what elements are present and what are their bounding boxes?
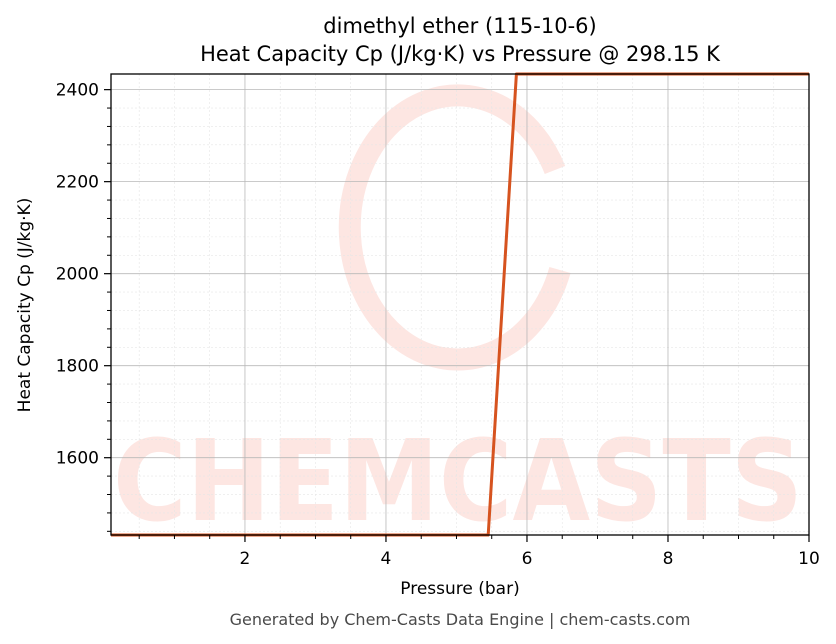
plot-frame bbox=[110, 73, 810, 536]
chart-title-line-2: Heat Capacity Cp (J/kg·K) vs Pressure @ … bbox=[200, 42, 721, 66]
y-tick-label: 2200 bbox=[56, 173, 99, 193]
x-tick-label: 4 bbox=[381, 549, 392, 569]
x-tick-label: 10 bbox=[798, 549, 820, 569]
y-axis-ticks: 1600 1800 2000 2200 2400 bbox=[56, 81, 111, 532]
y-tick-label: 2000 bbox=[56, 265, 99, 285]
x-axis-ticks: 2 4 6 8 10 bbox=[138, 535, 820, 569]
y-tick-label: 1800 bbox=[56, 357, 99, 377]
y-tick-label: 1600 bbox=[56, 449, 99, 469]
watermark-ring bbox=[338, 84, 571, 371]
footer-credit: Generated by Chem-Casts Data Engine | ch… bbox=[230, 610, 691, 629]
x-axis-label: Pressure (bar) bbox=[400, 579, 519, 599]
y-axis-label: Heat Capacity Cp (J/kg·K) bbox=[15, 198, 35, 413]
x-tick-label: 6 bbox=[522, 549, 533, 569]
x-tick-label: 8 bbox=[663, 549, 674, 569]
y-tick-label: 2400 bbox=[56, 81, 99, 101]
x-tick-label: 2 bbox=[240, 549, 251, 569]
minor-grid bbox=[111, 74, 809, 535]
watermark-text: CHEMCASTS bbox=[113, 417, 803, 547]
chart-title-line-1: dimethyl ether (115-10-6) bbox=[323, 14, 596, 38]
chemcasts-watermark-logo: CHEMCASTS bbox=[113, 84, 803, 547]
